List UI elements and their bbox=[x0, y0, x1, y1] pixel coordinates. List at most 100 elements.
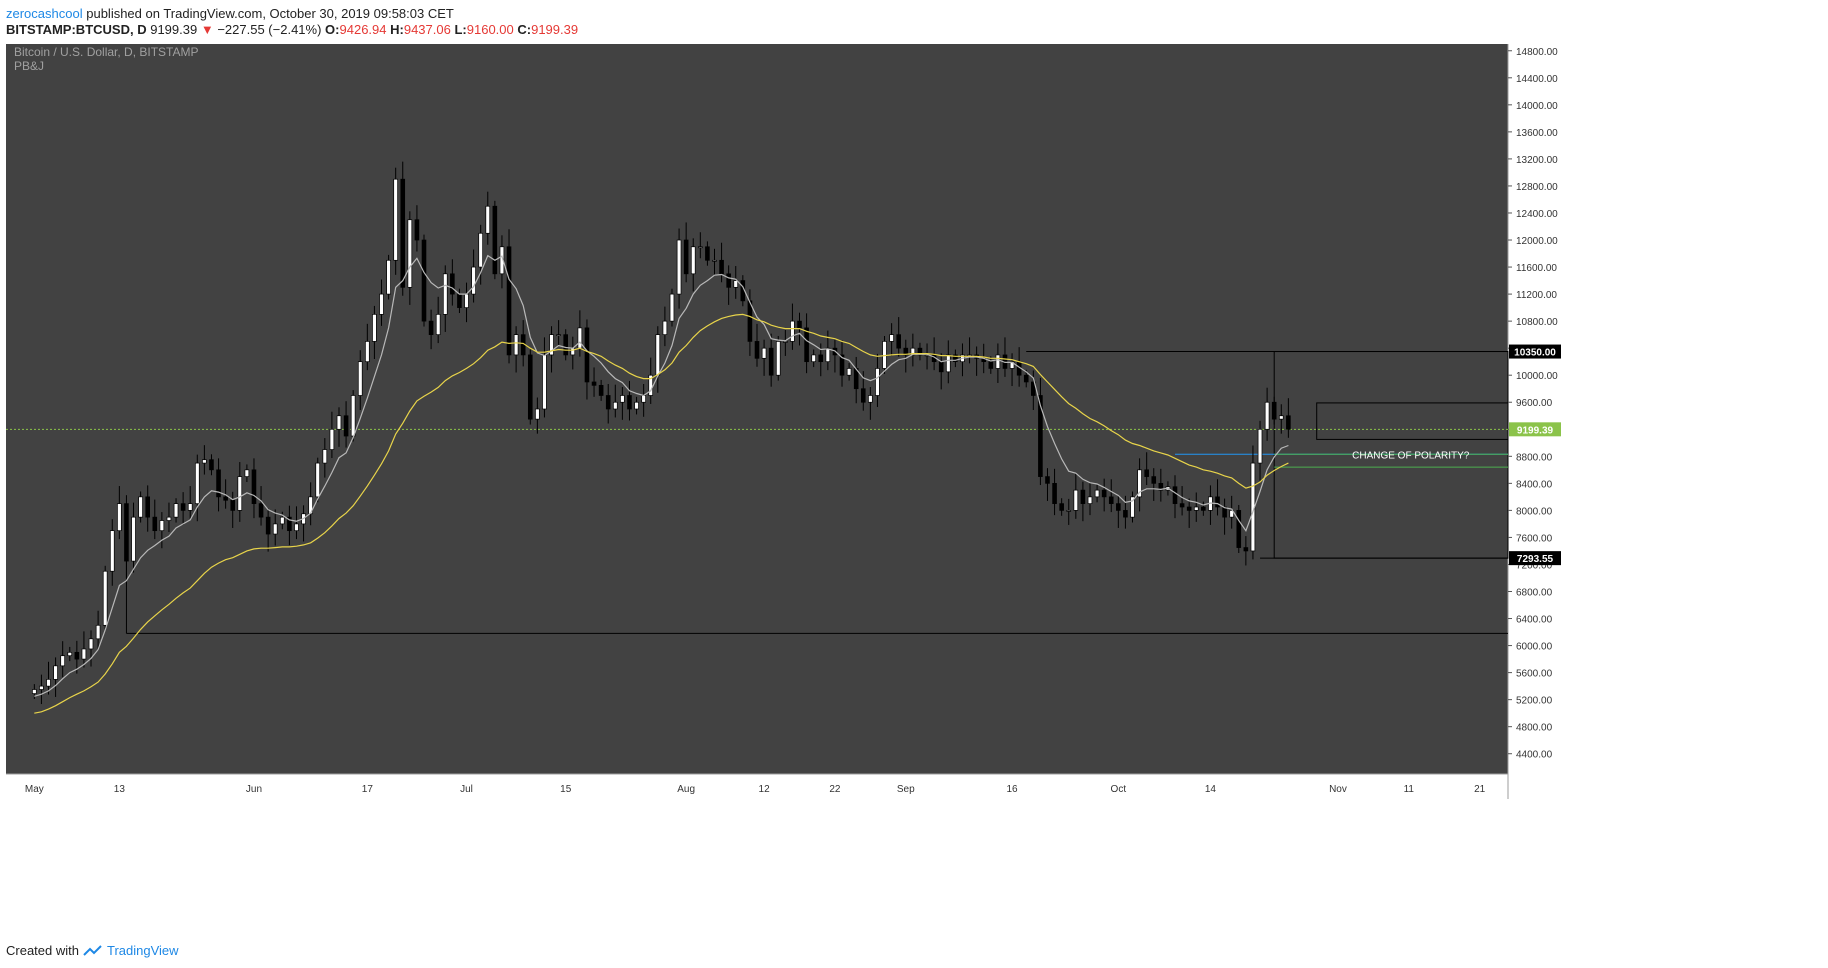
candle bbox=[783, 329, 788, 356]
range-box-1 bbox=[1316, 402, 1509, 440]
candle-body bbox=[938, 361, 944, 373]
candle-body bbox=[237, 476, 243, 511]
candle-body bbox=[152, 516, 158, 532]
candle-body bbox=[294, 523, 299, 532]
author-link[interactable]: zerocashcool bbox=[6, 6, 83, 21]
candle bbox=[726, 265, 731, 305]
candle bbox=[1201, 501, 1206, 516]
candle-body bbox=[131, 516, 136, 562]
candle-body bbox=[1094, 489, 1100, 498]
candle-body bbox=[1278, 415, 1284, 420]
candle bbox=[414, 205, 420, 252]
candle-body bbox=[868, 395, 873, 403]
x-tick-label: 12 bbox=[759, 784, 771, 795]
candle bbox=[88, 630, 94, 667]
candle-body bbox=[109, 530, 115, 572]
chart-container[interactable]: Bitcoin / U.S. Dollar, D, BITSTAMP PB&J … bbox=[6, 44, 1828, 932]
publish-info: zerocashcool published on TradingView.co… bbox=[6, 6, 454, 22]
candle bbox=[754, 323, 760, 367]
candle bbox=[81, 631, 87, 668]
candle bbox=[527, 349, 533, 425]
candle-body bbox=[499, 246, 505, 275]
candle-body bbox=[280, 516, 285, 525]
price-label-box bbox=[1509, 344, 1561, 359]
candle-body bbox=[53, 665, 58, 680]
candle bbox=[138, 491, 143, 523]
candle bbox=[1101, 478, 1107, 512]
candle bbox=[563, 329, 569, 361]
candle bbox=[216, 458, 221, 512]
candle bbox=[322, 438, 328, 478]
candle-body bbox=[889, 334, 894, 342]
y-tick-label: 12800.00 bbox=[1516, 182, 1558, 193]
candle bbox=[407, 211, 413, 305]
candle-body bbox=[124, 503, 129, 562]
candle bbox=[159, 512, 165, 549]
candle-body bbox=[492, 205, 498, 275]
candle-body bbox=[634, 401, 639, 410]
candle-body bbox=[1059, 503, 1064, 511]
candle-body bbox=[698, 246, 703, 249]
candle-body bbox=[180, 503, 186, 511]
candle-body bbox=[726, 273, 731, 288]
candle-body bbox=[613, 401, 618, 410]
candle-body bbox=[917, 347, 923, 356]
x-tick-label: May bbox=[25, 784, 44, 795]
candle bbox=[315, 457, 321, 503]
candle-body bbox=[945, 354, 951, 373]
close-label: C: bbox=[517, 22, 532, 37]
candle-body bbox=[506, 246, 512, 356]
y-tick-label: 11200.00 bbox=[1516, 290, 1557, 301]
tradingview-brand-link[interactable]: TradingView bbox=[106, 943, 179, 958]
candle bbox=[329, 411, 335, 459]
candle bbox=[450, 259, 455, 306]
candle bbox=[1215, 479, 1220, 516]
candle bbox=[598, 379, 604, 401]
ohlc-bar: BITSTAMP:BTCUSD, D 9199.39 ▼ −227.55 (−2… bbox=[6, 22, 578, 38]
candle bbox=[705, 241, 710, 266]
candle bbox=[669, 288, 675, 327]
y-tick-label: 14400.00 bbox=[1516, 74, 1558, 85]
ma-slow-line bbox=[34, 313, 1289, 714]
candle-body bbox=[1222, 506, 1227, 518]
candle-body bbox=[712, 259, 717, 262]
candle bbox=[1130, 491, 1135, 523]
y-tick-label: 7600.00 bbox=[1516, 533, 1553, 544]
symbol-label: BITSTAMP:BTCUSD, D bbox=[6, 22, 147, 37]
candle bbox=[591, 367, 597, 397]
price-chart[interactable]: Bitcoin / U.S. Dollar, D, BITSTAMP PB&J … bbox=[6, 44, 1828, 932]
candle bbox=[173, 498, 179, 523]
candle bbox=[584, 319, 590, 400]
candle-body bbox=[747, 300, 753, 342]
candle bbox=[435, 296, 441, 344]
candle-body bbox=[287, 516, 292, 532]
x-tick-label: Jun bbox=[246, 784, 262, 795]
candle bbox=[53, 657, 58, 697]
candle-body bbox=[896, 334, 901, 349]
candle-body bbox=[428, 320, 434, 335]
x-tick-label: Jul bbox=[460, 784, 473, 795]
candle bbox=[109, 519, 115, 586]
candle-body bbox=[478, 232, 483, 268]
candle bbox=[145, 485, 150, 532]
candle-body bbox=[584, 327, 590, 383]
candle bbox=[1172, 475, 1178, 519]
candle-body bbox=[860, 388, 866, 403]
candle-body bbox=[1144, 469, 1149, 477]
candle-body bbox=[230, 499, 236, 511]
x-tick-label: 13 bbox=[114, 784, 126, 795]
y-tick-label: 5200.00 bbox=[1516, 696, 1553, 707]
candle-body bbox=[1045, 476, 1050, 484]
candle bbox=[102, 565, 108, 631]
candle bbox=[287, 505, 292, 546]
candle bbox=[1009, 353, 1015, 387]
candle-body bbox=[1151, 476, 1157, 484]
x-tick-label: 15 bbox=[560, 784, 572, 795]
created-with-text: Created with bbox=[6, 943, 79, 958]
x-tick-label: Sep bbox=[897, 784, 915, 795]
candle bbox=[953, 349, 958, 368]
y-tick-label: 13600.00 bbox=[1516, 128, 1558, 139]
candle-body bbox=[485, 205, 491, 234]
candle bbox=[620, 387, 625, 420]
candle-body bbox=[846, 368, 852, 376]
